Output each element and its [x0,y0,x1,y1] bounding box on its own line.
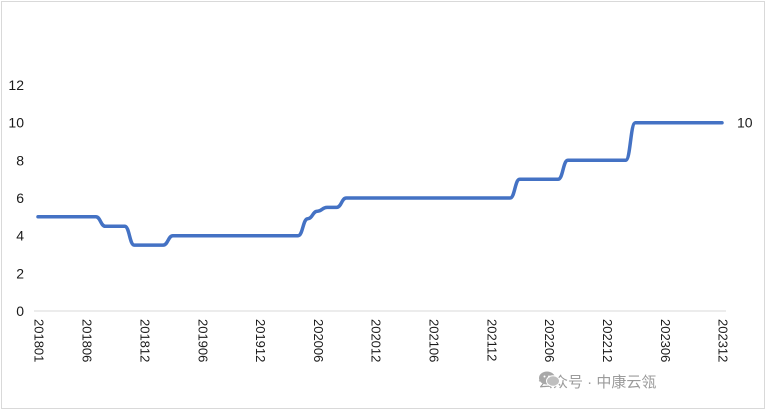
x-axis: 201801 201806 201812 201906 201912 202006 2020… [32,319,731,362]
x-tick-label: 201806 [80,319,95,362]
x-tick-label: 202206 [542,319,557,362]
x-tick-label: 201906 [195,319,210,362]
end-data-label: 10 [737,115,753,131]
y-tick-label: 4 [16,228,24,244]
x-tick-label: 202106 [427,319,442,362]
y-tick-label: 8 [16,152,24,168]
y-tick-label: 12 [8,77,24,93]
series-group [36,120,724,247]
x-tick-label: 201812 [138,319,153,362]
watermark-text: 公众号 · 中康云瓴 [538,373,657,391]
x-tick-label: 202306 [658,319,673,362]
x-tick-label: 201912 [253,319,268,362]
series-line [36,120,724,247]
x-tick-label: 202112 [484,319,499,361]
watermark: 公众号 · 中康云瓴 [538,370,656,392]
x-tick-label: 201801 [32,319,47,362]
x-tick-label: 202212 [600,319,615,362]
y-tick-label: 2 [16,265,24,281]
y-tick-label: 0 [16,303,24,319]
x-tick-label: 202012 [369,319,384,362]
wechat-icon [539,371,560,387]
x-tick-label: 202312 [716,319,731,362]
y-axis: 0 2 4 6 8 10 12 [8,77,24,319]
y-tick-label: 6 [16,190,24,206]
y-tick-label: 10 [8,115,24,131]
x-tick-label: 202006 [311,319,326,362]
